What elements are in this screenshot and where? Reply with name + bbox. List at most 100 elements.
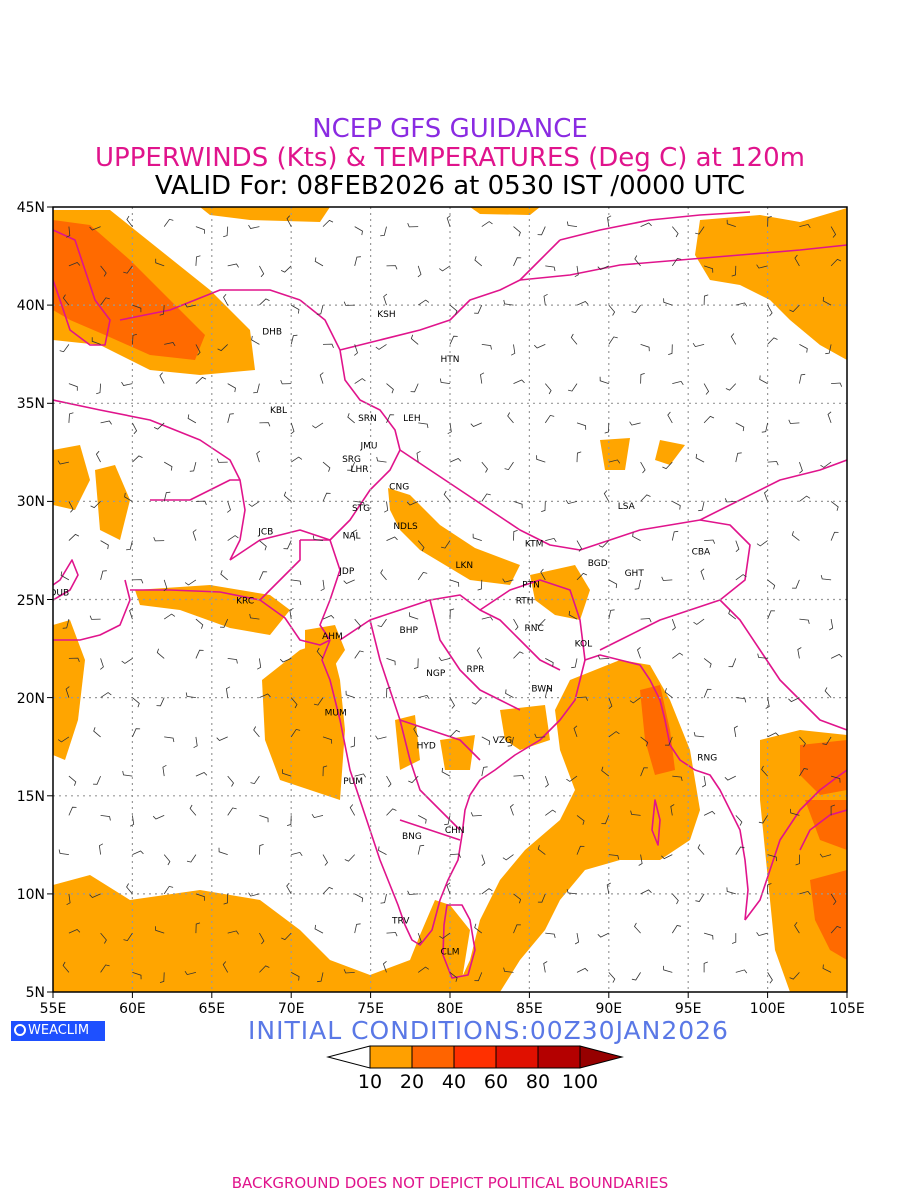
wind-barb (474, 304, 483, 314)
wind-barb (59, 344, 70, 353)
wind-barb (380, 569, 387, 581)
wind-barb (756, 932, 768, 937)
wind-barb (386, 775, 392, 788)
x-tick-label: 100E (750, 1001, 786, 1017)
wind-barb (447, 422, 452, 435)
wind-barb (121, 658, 133, 664)
city-label-ahm: AHM (322, 632, 343, 642)
y-tick-label: 10N (17, 887, 45, 903)
city-label-trv: TRV (391, 916, 410, 926)
city-label-jdp: JDP (338, 567, 355, 577)
wind-barb (227, 807, 237, 816)
wind-barb (449, 335, 458, 345)
wind-barb (259, 844, 264, 855)
wind-barb (343, 301, 355, 306)
wind-barb (259, 540, 267, 551)
wind-barb (733, 725, 738, 737)
wind-barb (503, 967, 514, 973)
wind-barb (576, 815, 585, 825)
colorbar-segment (495, 1045, 539, 1069)
wind-barb (481, 854, 486, 867)
wind-barb (60, 571, 70, 581)
wind-barb (566, 221, 578, 227)
wind-barb (100, 540, 109, 550)
wind-barb (534, 344, 546, 349)
wind-barb (354, 773, 367, 778)
wind-barb (449, 304, 458, 315)
wind-barb (513, 618, 519, 631)
wind-barb (663, 298, 673, 306)
wind-barb (799, 373, 806, 384)
wind-barb (735, 846, 745, 855)
wind-barb (253, 726, 260, 738)
wind-barb (227, 930, 239, 935)
wind-barb (416, 450, 421, 463)
wind-barb (765, 697, 770, 709)
wind-barb (132, 728, 141, 738)
wind-barb (695, 893, 705, 902)
wind-barb (347, 413, 355, 424)
wind-barb (100, 265, 107, 277)
wind-barb (100, 420, 112, 425)
wind-barb (216, 736, 228, 741)
wind-barb (544, 414, 555, 424)
wind-barb (354, 344, 358, 356)
wind-barb (824, 687, 832, 698)
wind-barb (441, 767, 451, 777)
wind-barb (259, 422, 271, 427)
wind-barb (322, 343, 334, 348)
wind-barb (640, 461, 646, 474)
wind-barb (502, 578, 514, 583)
wind-barb (417, 966, 430, 973)
wind-barb (472, 533, 482, 541)
wind-barb (730, 333, 737, 345)
wind-barb (698, 501, 705, 512)
wind-barb (280, 380, 292, 385)
wind-barb (830, 925, 842, 934)
wind-barb (312, 422, 324, 429)
wind-barb (409, 612, 419, 620)
colorbar-segment (453, 1045, 497, 1069)
wind-barb (96, 383, 101, 395)
wind-barb (767, 610, 776, 620)
wind-barb (164, 461, 173, 471)
footer-note: BACKGROUND DOES NOT DEPICT POLITICAL BOU… (231, 1174, 669, 1192)
wind-barb (250, 775, 260, 785)
wind-barb (386, 383, 394, 394)
wind-barb (670, 804, 675, 816)
wind-barb (132, 697, 140, 708)
wind-barb (827, 411, 832, 424)
wind-barb (703, 415, 715, 424)
wind-barb (92, 775, 101, 785)
wind-barb (386, 687, 391, 698)
wind-barb (291, 972, 300, 981)
wind-barb (314, 924, 324, 934)
wind-barb (608, 731, 620, 738)
x-tick-label: 55E (40, 1001, 67, 1017)
city-label-cng: CNG (389, 483, 409, 493)
wind-barb (703, 658, 712, 668)
wind-barb (703, 810, 716, 816)
city-label-kbl: KBL (270, 406, 287, 416)
wind-barb (789, 972, 800, 980)
wind-barb (164, 342, 176, 347)
wind-barb (68, 383, 78, 391)
wind-barb (386, 808, 397, 816)
wind-barb (672, 501, 681, 510)
wind-barb (693, 732, 705, 738)
wind-barb (544, 687, 552, 698)
wind-barb (195, 500, 207, 505)
wind-barb (663, 965, 673, 973)
wind-barb (62, 294, 70, 306)
wind-barb (349, 804, 356, 816)
y-tick-label: 25N (17, 593, 45, 609)
wind-barb (222, 961, 229, 973)
wind-barb (345, 690, 355, 698)
wind-barb (68, 262, 81, 267)
wind-barb (631, 972, 641, 981)
wind-barb (312, 535, 324, 541)
wind-barb (446, 215, 451, 227)
wind-barb (185, 692, 196, 698)
city-label-ght: GHT (625, 569, 645, 579)
wind-barb (470, 422, 482, 427)
